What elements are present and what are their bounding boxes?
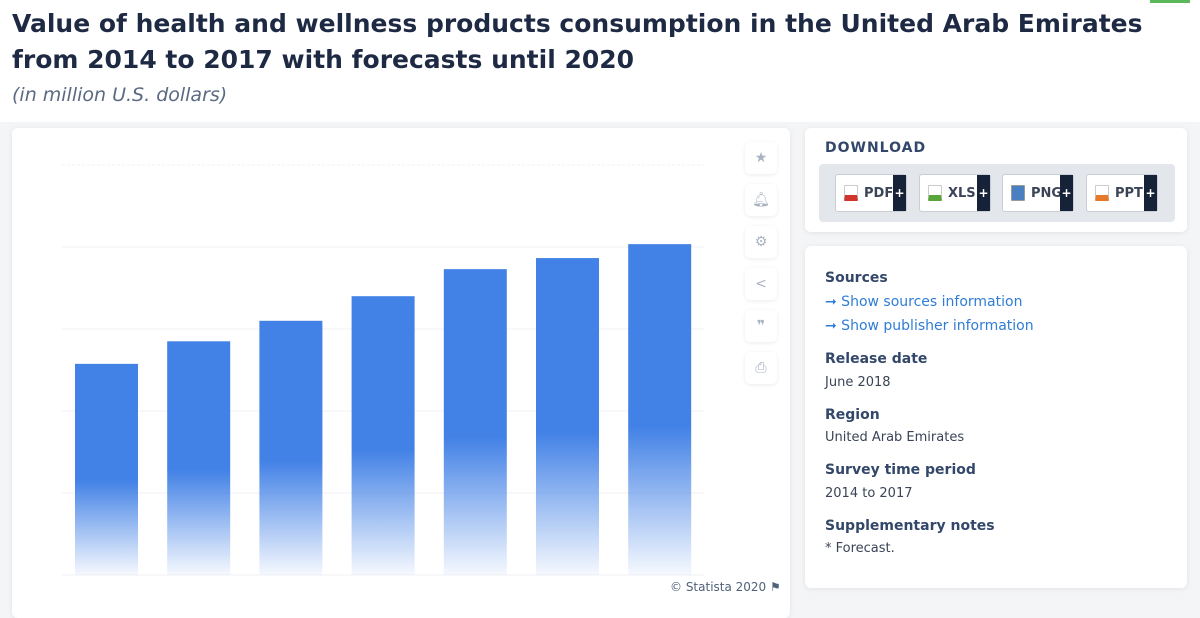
xls-icon [928,185,942,201]
release-value: June 2018 [825,375,891,390]
statista-credit[interactable]: © Statista 2020 ⚑ [670,580,781,594]
plus-icon[interactable]: + [1060,175,1073,211]
release-label: Release date [825,351,928,367]
download-card: DOWNLOAD PDF + XLS + PNG + PPT + [805,128,1187,232]
page-subtitle: (in million U.S. dollars) [12,84,228,106]
download-ppt-button[interactable]: PPT + [1086,174,1158,212]
page-title: Value of health and wellness products co… [12,9,1143,74]
print-icon[interactable]: ⎙ [745,352,777,384]
flag-icon[interactable]: ⚑ [770,580,781,594]
bar[interactable] [259,320,323,575]
bar[interactable] [351,296,415,575]
gear-icon[interactable]: ⚙ [745,226,777,258]
bar[interactable] [536,258,599,575]
plus-icon[interactable]: + [1144,175,1157,211]
xls-label: XLS [948,185,976,201]
plus-icon[interactable]: + [893,175,906,211]
header [0,0,1200,122]
ppt-icon [1095,185,1109,201]
chart-card: ★ 🔔︎ ⚙ < ❞ ⎙ © Statista 2020 ⚑ [12,128,790,618]
period-value: 2014 to 2017 [825,486,913,501]
download-buttons: PDF + XLS + PNG + PPT + [819,164,1175,222]
bar[interactable] [75,363,138,575]
png-icon [1011,185,1025,201]
star-icon[interactable]: ★ [745,142,777,174]
bar[interactable] [443,269,507,575]
info-card: Sources ➞ Show sources information ➞ Sho… [805,246,1187,588]
period-label: Survey time period [825,462,976,478]
show-sources-link[interactable]: ➞ Show sources information [825,294,1023,310]
download-xls-button[interactable]: XLS + [919,174,991,212]
region-value: United Arab Emirates [825,430,965,445]
bell-icon[interactable]: 🔔︎ [745,184,777,216]
download-png-button[interactable]: PNG + [1002,174,1074,212]
top-accent [1150,0,1190,3]
show-publisher-link[interactable]: ➞ Show publisher information [825,318,1034,334]
credit-text[interactable]: © Statista 2020 [670,580,767,594]
notes-value: * Forecast. [825,541,895,556]
sources-label: Sources [825,270,888,286]
download-pdf-button[interactable]: PDF + [835,174,907,212]
ppt-label: PPT [1115,185,1143,201]
download-title: DOWNLOAD [825,140,927,156]
png-label: PNG [1031,185,1063,201]
notes-label: Supplementary notes [825,518,995,534]
plus-icon[interactable]: + [977,175,990,211]
share-icon[interactable]: < [745,268,777,300]
region-label: Region [825,407,880,423]
bar-chart [62,164,704,576]
quote-icon[interactable]: ❞ [745,310,777,342]
pdf-label: PDF [864,185,894,201]
bar[interactable] [167,341,231,575]
pdf-icon [844,185,858,201]
bar[interactable] [628,244,692,575]
